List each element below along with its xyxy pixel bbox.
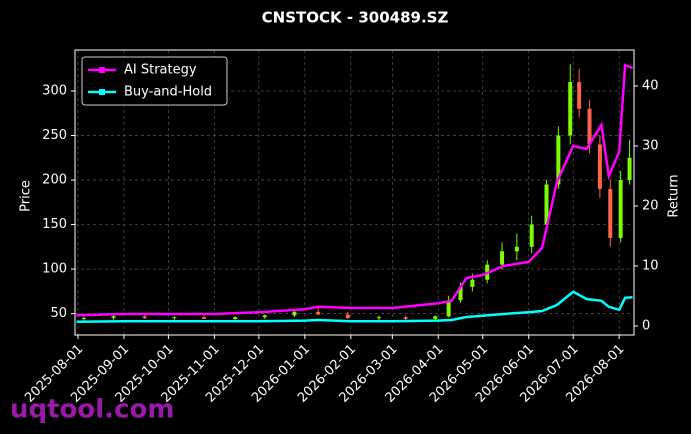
y-tick-label: 100: [42, 262, 67, 277]
legend-label: AI Strategy: [124, 63, 197, 78]
candle-body: [376, 317, 381, 319]
candle-body: [81, 318, 86, 320]
candle-body: [262, 315, 267, 318]
y2-axis-label: Return: [667, 174, 682, 217]
candle-body: [618, 180, 623, 238]
candle-body: [608, 188, 613, 238]
candle-body: [233, 317, 238, 319]
candle-body: [544, 184, 549, 225]
candle-body: [587, 108, 592, 145]
y2-tick-label: 30: [642, 139, 659, 154]
candle-body: [142, 316, 147, 319]
candle-body: [292, 311, 297, 316]
legend-marker: [99, 67, 105, 73]
candle-body: [470, 279, 475, 287]
y2-tick-label: 40: [642, 79, 659, 94]
candle-body: [627, 157, 632, 181]
return-line: [76, 290, 633, 324]
candle-body: [111, 316, 116, 319]
chart-title: CNSTOCK - 300489.SZ: [262, 9, 449, 27]
y-axis-label: Price: [19, 180, 34, 212]
candle-body: [529, 224, 534, 247]
candle-body: [172, 317, 177, 319]
candle-body: [597, 144, 602, 189]
candle-body: [556, 135, 561, 185]
candle-body: [514, 246, 519, 252]
candle-body: [458, 286, 463, 301]
y-tick-label: 250: [42, 128, 67, 143]
return-line: [76, 63, 633, 317]
candle-body: [345, 314, 350, 319]
candle-body: [446, 300, 451, 317]
candle-body: [568, 82, 573, 136]
y-tick-label: 50: [50, 306, 67, 321]
legend-marker: [99, 89, 105, 95]
watermark: uqtool.com: [10, 395, 174, 425]
y2-tick-label: 10: [642, 259, 659, 274]
y2-tick-label: 0: [642, 319, 650, 334]
legend-label: Buy-and-Hold: [124, 85, 212, 100]
candle-body: [433, 316, 438, 319]
candle-body: [500, 251, 505, 265]
y2-tick-label: 20: [642, 199, 659, 214]
y-tick-label: 300: [42, 83, 67, 98]
candle-body: [316, 311, 321, 315]
candle-body: [577, 82, 582, 109]
candle-body: [403, 317, 408, 319]
plot-frame: [74, 49, 635, 336]
candle-body: [202, 317, 206, 319]
y-tick-label: 150: [42, 217, 67, 232]
legend-box: [81, 56, 228, 106]
y-tick-label: 200: [42, 173, 67, 188]
